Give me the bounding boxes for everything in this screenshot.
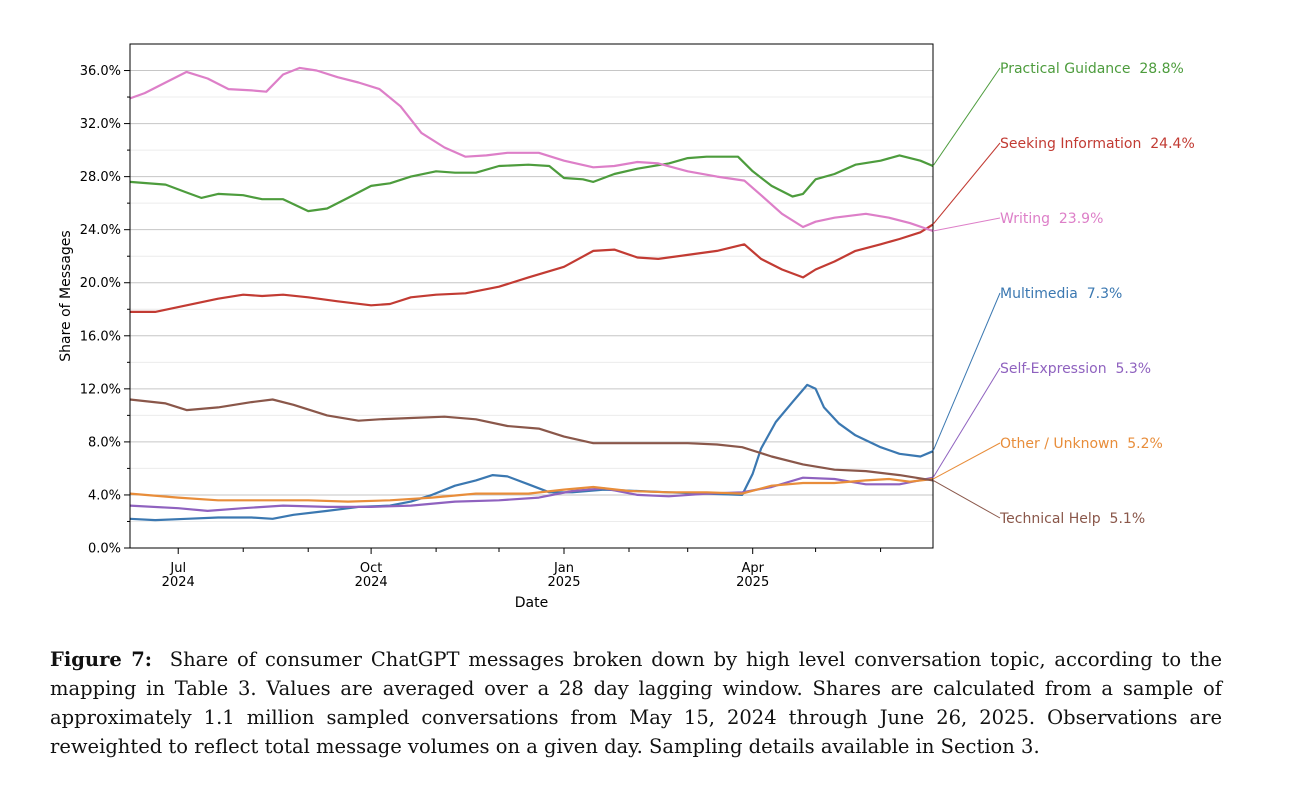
caption-text: Share of consumer ChatGPT messages broke… — [50, 648, 1222, 758]
y-tick-label: 28.0% — [80, 170, 121, 185]
y-tick-label: 20.0% — [80, 276, 121, 291]
series-label-name: Technical Help — [999, 511, 1101, 527]
label-leader-line — [932, 217, 1001, 232]
x-tick-year: 2024 — [355, 575, 388, 590]
series-label-value: 7.3% — [1078, 286, 1122, 302]
line-chart: 0.0% 4.0% 8.0% 12.0% 16.0% 20.0% 24.0% 28.0% 32.… — [58, 43, 1195, 611]
series-label: Multimedia 7.3% — [1000, 286, 1122, 302]
series-label: Self-Expression 5.3% — [1000, 361, 1151, 377]
y-axis-title: Share of Messages — [58, 230, 74, 361]
y-tick-label: 8.0% — [88, 435, 121, 450]
series-label-name: Writing — [1000, 211, 1050, 227]
series-label-value: 23.9% — [1050, 211, 1103, 227]
x-tick-label: Jan — [553, 561, 574, 576]
series-line-other-unknown — [129, 477, 934, 503]
series-label-value: 24.4% — [1141, 136, 1194, 152]
series-label: Writing 23.9% — [1000, 211, 1103, 227]
series-label-name: Seeking Information — [1000, 136, 1141, 152]
y-tick-label: 36.0% — [80, 64, 121, 79]
label-leader-line — [932, 292, 1001, 452]
y-tick-label: 0.0% — [88, 542, 121, 557]
label-leader-line — [932, 67, 1001, 167]
x-tick-label: Jul — [169, 561, 186, 576]
series-line-writing — [129, 66, 934, 233]
series-label-value: 5.2% — [1118, 436, 1162, 452]
series-label: Other / Unknown 5.2% — [1000, 436, 1163, 452]
series-line-practical-guidance — [129, 154, 934, 213]
y-tick-label: 4.0% — [88, 488, 121, 503]
label-leader-line — [932, 367, 1001, 478]
y-tick-label: 24.0% — [80, 223, 121, 238]
x-tick-year: 2025 — [547, 575, 580, 590]
label-leader-line — [932, 142, 1001, 225]
series-line-seeking-information — [130, 223, 934, 313]
series-label-name: Self-Expression — [1000, 361, 1107, 377]
series-label-value: 5.3% — [1107, 361, 1151, 377]
y-tick-label: 16.0% — [80, 329, 121, 344]
series-label: Technical Help 5.1% — [999, 511, 1145, 527]
series-line-technical-help — [129, 398, 934, 482]
series-label-name: Multimedia — [1000, 286, 1078, 302]
series-label-name: Practical Guidance — [1000, 61, 1130, 77]
y-tick-label: 32.0% — [80, 117, 121, 132]
y-tick-label: 12.0% — [80, 382, 121, 397]
series-label: Seeking Information 24.4% — [1000, 136, 1195, 152]
plot-frame — [129, 43, 934, 549]
series-label: Practical Guidance 28.8% — [1000, 61, 1184, 77]
x-tick-year: 2025 — [736, 575, 769, 590]
x-tick-label: Apr — [741, 561, 764, 576]
series-label-name: Other / Unknown — [1000, 436, 1118, 452]
x-axis-title: Date — [515, 595, 548, 611]
figure-caption: Figure 7: Share of consumer ChatGPT mess… — [50, 645, 1222, 761]
label-leader-line — [932, 442, 1001, 480]
label-leader-line — [932, 479, 1001, 519]
caption-label: Figure 7: — [50, 648, 152, 671]
x-tick-year: 2024 — [162, 575, 195, 590]
series-line-multimedia — [129, 383, 934, 522]
series-label-value: 28.8% — [1130, 61, 1183, 77]
series-label-value: 5.1% — [1101, 511, 1145, 527]
x-tick-label: Oct — [360, 561, 382, 576]
series-line-self-expression — [129, 476, 934, 512]
